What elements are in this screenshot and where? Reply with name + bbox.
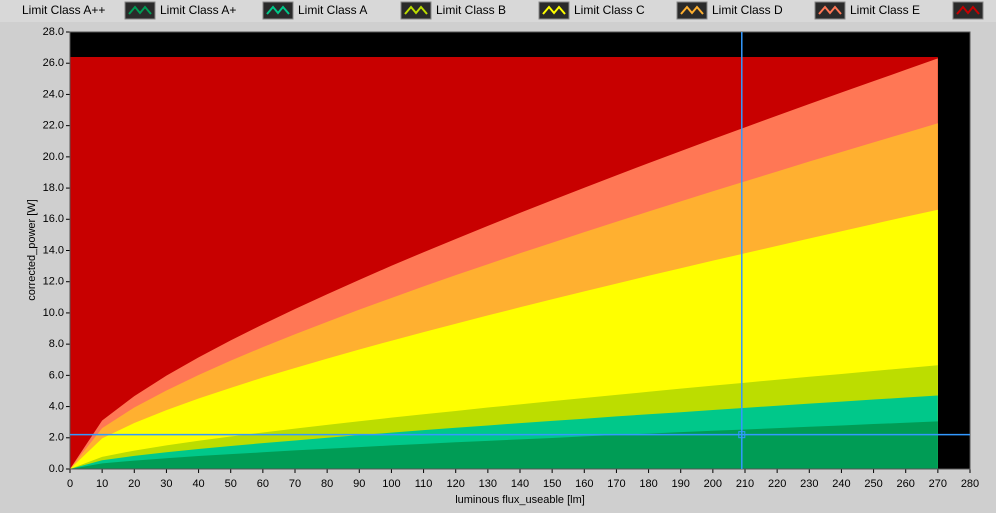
legend-swatch <box>814 1 846 20</box>
legend-swatch <box>676 1 708 20</box>
x-tick-label: 270 <box>929 478 947 490</box>
legend-line <box>128 5 152 15</box>
plot-frame <box>69 31 971 470</box>
x-tick-label: 120 <box>447 478 465 490</box>
y-tick-label: 18.0 <box>43 182 64 194</box>
x-tick-label: 210 <box>736 478 754 490</box>
x-tick-label: 10 <box>96 478 108 490</box>
y-tick-label: 28.0 <box>43 26 64 38</box>
x-tick-label: 130 <box>479 478 497 490</box>
x-tick-label: 40 <box>192 478 204 490</box>
y-tick-label: 6.0 <box>49 369 64 381</box>
legend-swatch <box>538 1 570 20</box>
area <box>70 421 938 469</box>
x-tick-label: 240 <box>832 478 850 490</box>
x-tick-label: 160 <box>575 478 593 490</box>
legend-swatch <box>952 1 984 20</box>
legend-swatch <box>400 1 432 20</box>
x-tick-label: 90 <box>353 478 365 490</box>
y-tick-label: 10.0 <box>43 307 64 319</box>
y-tick-label: 2.0 <box>49 432 64 444</box>
legend-label: Limit Class E <box>850 3 920 17</box>
y-tick-label: 8.0 <box>49 338 64 350</box>
x-tick-label: 30 <box>160 478 172 490</box>
x-tick-label: 180 <box>639 478 657 490</box>
x-tick-label: 170 <box>607 478 625 490</box>
x-tick-label: 200 <box>704 478 722 490</box>
y-tick-label: 20.0 <box>43 151 64 163</box>
cursor-point <box>738 431 746 439</box>
x-tick-label: 190 <box>672 478 690 490</box>
x-tick-label: 230 <box>800 478 818 490</box>
x-tick-label: 260 <box>897 478 915 490</box>
legend-label: Limit Class D <box>712 3 783 17</box>
legend-label: Limit Class A <box>298 3 367 17</box>
x-tick-label: 140 <box>511 478 529 490</box>
x-tick-label: 280 <box>961 478 979 490</box>
y-tick-label: 4.0 <box>49 400 64 412</box>
y-tick-label: 26.0 <box>43 57 64 69</box>
y-tick-label: 12.0 <box>43 276 64 288</box>
x-tick-label: 150 <box>543 478 561 490</box>
legend-bar <box>0 0 996 22</box>
legend-line <box>956 5 980 15</box>
x-tick-label: 80 <box>321 478 333 490</box>
legend-line <box>404 5 428 15</box>
legend-line <box>818 5 842 15</box>
legend-swatch <box>124 1 156 20</box>
legend-label: Limit Class A+ <box>160 3 236 17</box>
legend-label: Limit Class C <box>574 3 645 17</box>
x-tick-label: 110 <box>415 478 433 490</box>
y-tick-label: 0.0 <box>49 463 64 475</box>
y-tick-label: 16.0 <box>43 213 64 225</box>
x-tick-label: 250 <box>864 478 882 490</box>
legend-label: Limit Class B <box>436 3 506 17</box>
x-tick-label: 20 <box>128 478 140 490</box>
x-tick-label: 220 <box>768 478 786 490</box>
legend-line <box>266 5 290 15</box>
y-tick-label: 14.0 <box>43 244 64 256</box>
y-tick-label: 22.0 <box>43 120 64 132</box>
x-tick-label: 0 <box>67 478 73 490</box>
legend-line <box>542 5 566 15</box>
x-axis-title: luminous flux_useable [lm] <box>455 494 585 506</box>
y-axis-title: corrected_power [W] <box>26 199 38 300</box>
legend-label: Limit Class A++ <box>22 3 105 17</box>
x-tick-label: 100 <box>382 478 400 490</box>
legend-swatch <box>262 1 294 20</box>
x-tick-label: 50 <box>225 478 237 490</box>
y-tick-label: 24.0 <box>43 88 64 100</box>
legend-line <box>680 5 704 15</box>
x-tick-label: 70 <box>289 478 301 490</box>
x-tick-label: 60 <box>257 478 269 490</box>
